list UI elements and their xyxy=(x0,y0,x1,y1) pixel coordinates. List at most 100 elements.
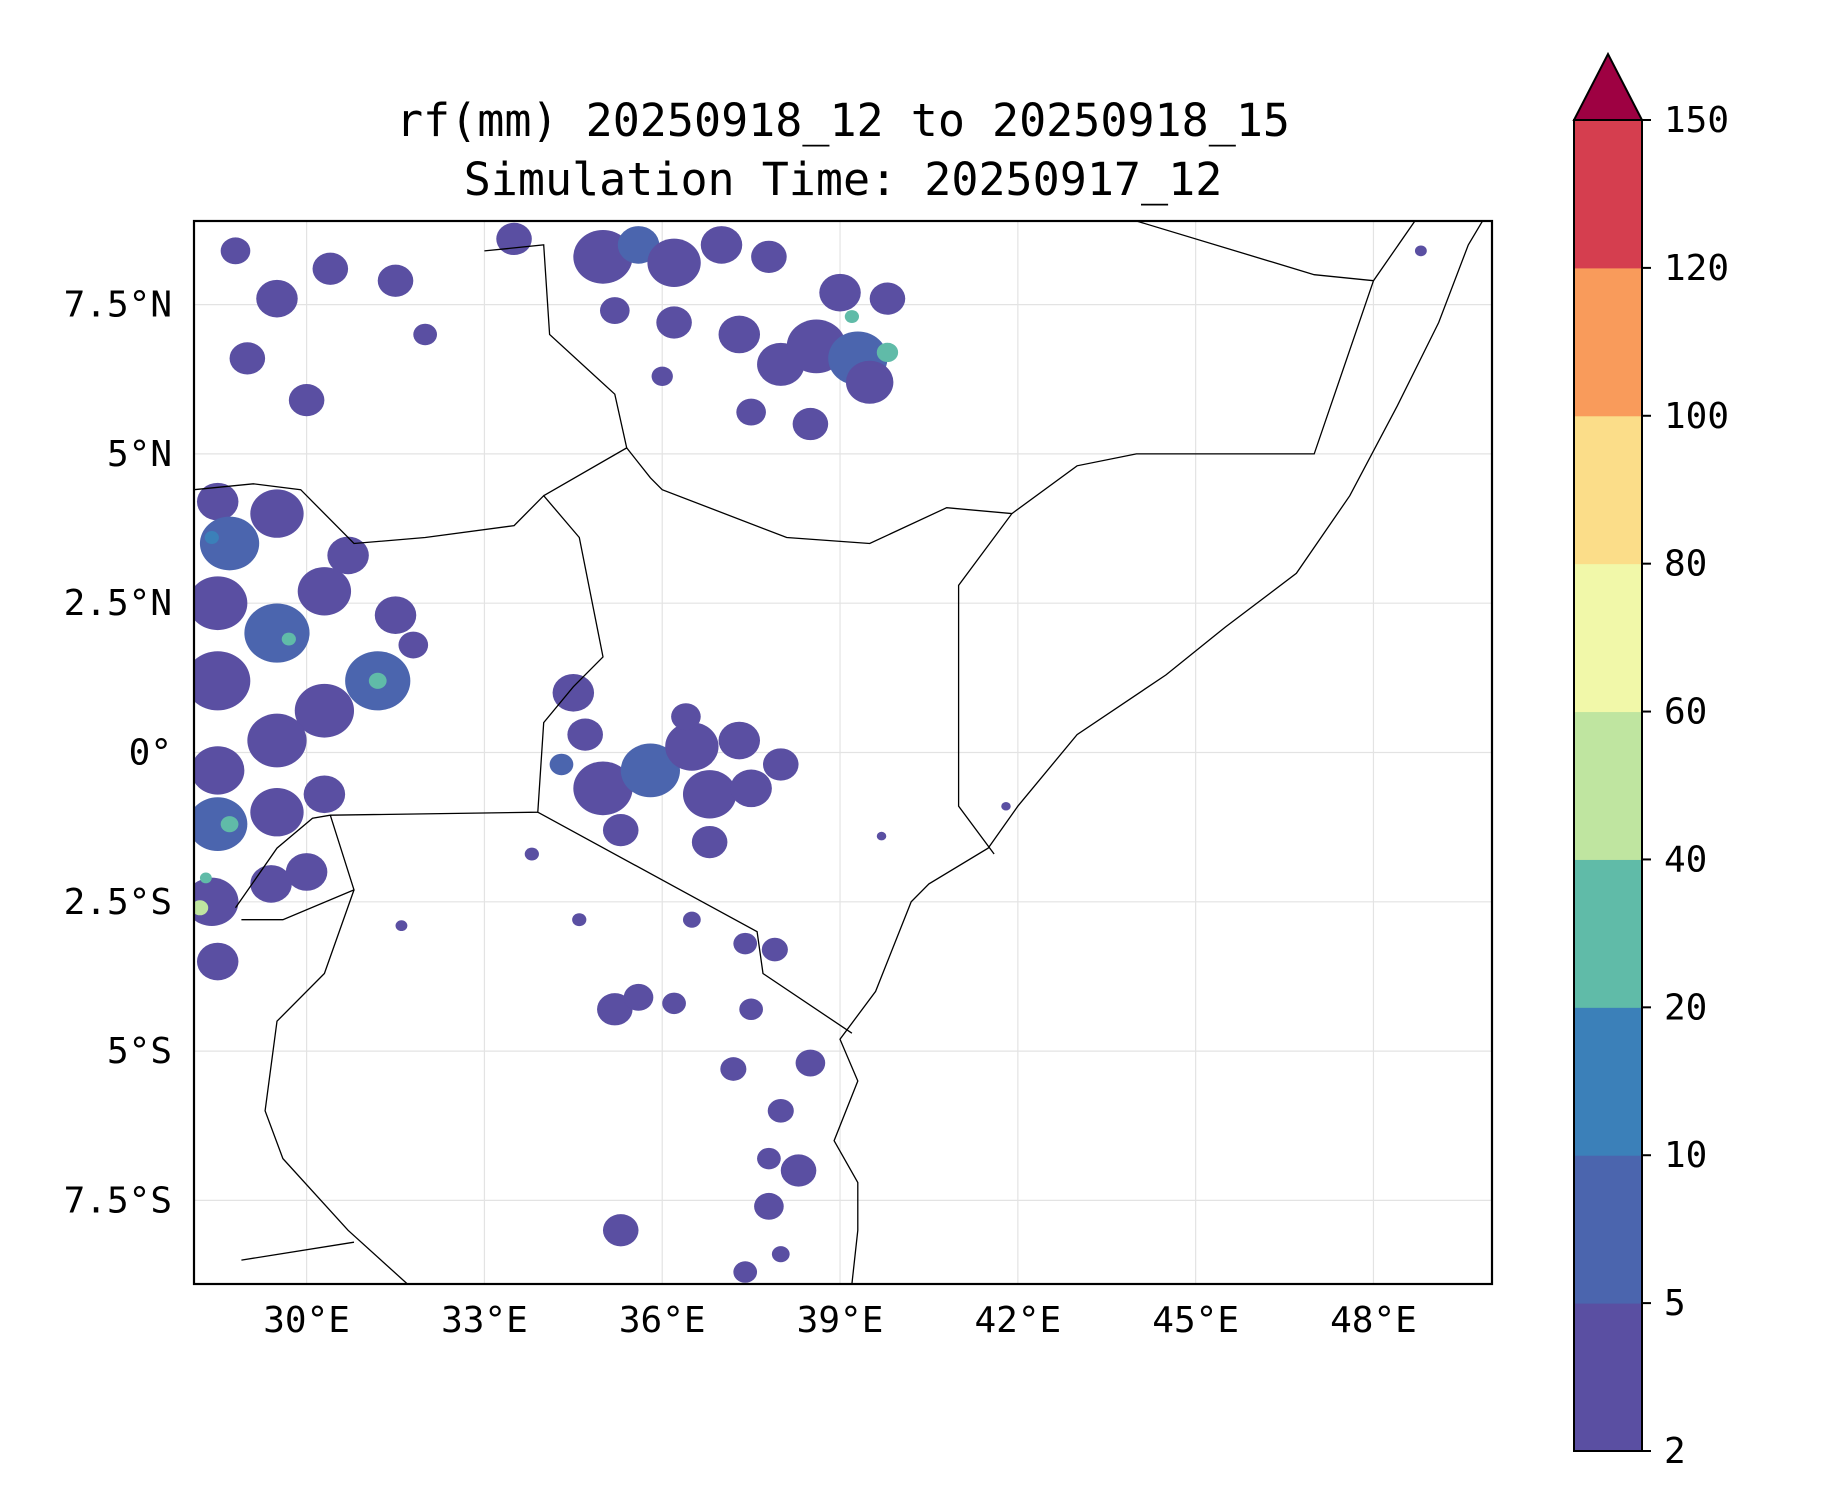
coastline xyxy=(833,221,1484,1284)
country-border xyxy=(241,1241,355,1261)
colorbar-tick-label: 100 xyxy=(1664,396,1729,437)
map-frame xyxy=(192,219,1494,1286)
rainfall-cell xyxy=(751,240,787,273)
rainfall-cell xyxy=(250,788,304,837)
country-border-layer xyxy=(194,221,1416,1284)
country-border xyxy=(194,483,604,909)
rainfall-cell xyxy=(845,360,894,404)
rainfall-cell xyxy=(312,252,349,285)
rainfall-cell xyxy=(552,673,595,712)
colorbar-tick-label: 2 xyxy=(1664,1431,1686,1472)
rainfall-cell xyxy=(844,310,860,324)
map-title-line1: rf(mm) 20250918_12 to 20250918_15 xyxy=(396,94,1290,147)
colorbar-segment xyxy=(1574,711,1642,860)
lat-tick-label: 2.5°N xyxy=(64,583,172,624)
rainfall-cell xyxy=(194,877,239,926)
rainfall-cell xyxy=(220,816,239,833)
rainfall-cell xyxy=(250,865,292,903)
colorbar-segment xyxy=(1574,267,1642,417)
rainfall-cell xyxy=(374,596,417,634)
rainfall-cell xyxy=(767,1098,794,1123)
colorbar-segment xyxy=(1574,563,1642,713)
rainfall-cell xyxy=(720,1057,747,1081)
lon-tick-label: 30°E xyxy=(263,1300,350,1341)
lat-tick-label: 7.5°N xyxy=(64,285,172,326)
longitude-axis: 30°E 33°E 36°E 39°E 42°E 45°E 48°E xyxy=(263,1300,1417,1341)
colorbar-segment xyxy=(1574,1007,1642,1156)
lon-tick-label: 42°E xyxy=(974,1300,1061,1341)
rainfall-cell xyxy=(194,900,209,916)
country-border xyxy=(484,244,628,449)
colorbar-frame xyxy=(1573,119,1643,1452)
rainfall-cell xyxy=(792,407,829,441)
rainfall-cell xyxy=(869,282,906,315)
rainfall-cell xyxy=(250,489,304,538)
map-area xyxy=(192,219,1494,1286)
colorbar-segment xyxy=(1574,1155,1642,1304)
lat-tick-label: 0° xyxy=(129,733,172,774)
rainfall-cell xyxy=(757,1147,781,1170)
rainfall-cell xyxy=(247,713,307,768)
rainfall-fill-layer xyxy=(194,222,1427,1283)
rainfall-cell xyxy=(733,932,758,955)
rainfall-cell xyxy=(718,721,761,760)
rainfall-cell xyxy=(281,632,296,646)
rainfall-cell xyxy=(651,366,673,386)
rainfall-cell xyxy=(398,631,429,659)
colorbar-tick-label: 80 xyxy=(1664,544,1707,585)
colorbar-tick-label: 5 xyxy=(1664,1283,1686,1324)
rainfall-cell xyxy=(623,983,654,1011)
rainfall-cell xyxy=(572,913,587,927)
country-border xyxy=(1011,221,1416,515)
rainfall-cell xyxy=(656,306,692,339)
rainfall-cell xyxy=(682,911,701,928)
rainfall-cell xyxy=(244,603,310,663)
rainfall-cell xyxy=(671,703,701,731)
rainfall-cell xyxy=(754,1192,784,1220)
rainfall-cell xyxy=(567,718,603,751)
lat-tick-label: 5°S xyxy=(107,1031,172,1072)
lon-tick-label: 45°E xyxy=(1152,1300,1239,1341)
rainfall-cell xyxy=(761,937,788,962)
lon-tick-label: 33°E xyxy=(441,1300,528,1341)
rainfall-cell xyxy=(549,753,574,776)
map-title-line2: Simulation Time: 20250917_12 xyxy=(464,153,1223,206)
rainfall-cell xyxy=(617,226,660,264)
rainfall-cell xyxy=(327,536,369,575)
rainfall-cell xyxy=(294,683,355,738)
rainfall-cell xyxy=(602,814,639,847)
rainfall-cell xyxy=(573,761,633,816)
colorbar-tick-label: 20 xyxy=(1664,987,1707,1028)
colorbar-tick-label: 150 xyxy=(1664,100,1729,141)
rainfall-cell xyxy=(620,743,681,798)
rainfall-cell xyxy=(229,342,266,375)
rainfall-cell xyxy=(691,825,728,859)
rainfall-cell xyxy=(297,567,352,616)
colorbar-segment xyxy=(1574,120,1642,269)
colorbar-extend-arrow xyxy=(1572,51,1644,121)
rainfall-cell xyxy=(220,237,251,265)
country-border xyxy=(1136,221,1374,282)
country-border xyxy=(264,889,408,1284)
rainfall-cell xyxy=(1414,245,1427,257)
rainfall-cell xyxy=(665,722,719,771)
rainfall-cell xyxy=(199,872,212,884)
lat-tick-label: 2.5°S xyxy=(64,882,172,923)
rainfall-cell xyxy=(795,1049,826,1077)
rainfall-cell xyxy=(700,226,743,264)
lat-tick-label: 7.5°S xyxy=(64,1180,172,1221)
latitude-axis: 7.5°N 5°N 2.5°N 0° 2.5°S 5°S 7.5°S xyxy=(64,285,172,1222)
rainfall-cell xyxy=(524,847,539,861)
colorbar-segment xyxy=(1574,859,1642,1008)
rainfall-cell xyxy=(496,222,532,256)
country-border xyxy=(241,815,355,921)
rainfall-cell xyxy=(377,264,414,297)
rainfall-cell xyxy=(730,769,772,808)
colorbar-segment xyxy=(1574,415,1642,565)
rainfall-cell xyxy=(256,279,298,318)
colorbar: 2 5 10 20 40 60 80 100 120 150 xyxy=(1572,51,1729,1472)
rainfall-cell xyxy=(876,831,887,841)
lon-tick-label: 48°E xyxy=(1330,1300,1417,1341)
colorbar-tick-label: 120 xyxy=(1664,248,1729,289)
